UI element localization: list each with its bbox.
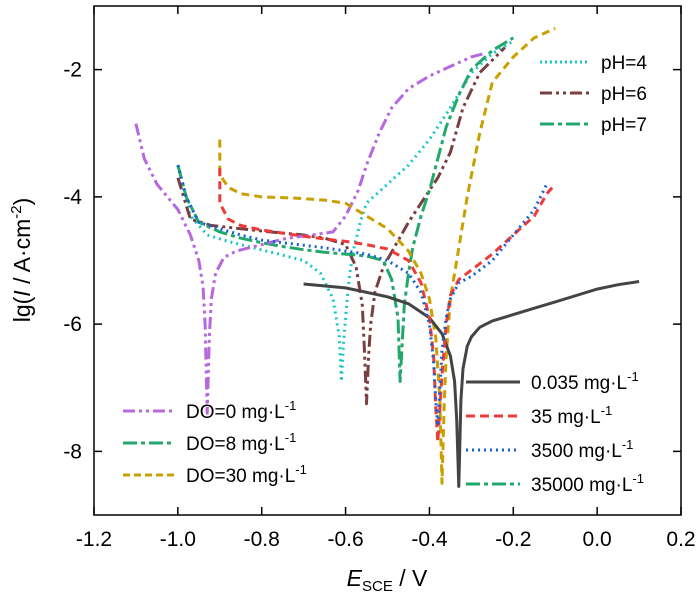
y-tick-label: -4 bbox=[63, 186, 82, 209]
legend-label-c0: 0.035 mg·L-1 bbox=[531, 369, 639, 394]
y-axis-title: lg(I / A·cm-2) bbox=[8, 198, 35, 323]
y-tick-label: -6 bbox=[63, 313, 82, 336]
series-line-do-30-mg-l bbox=[218, 26, 556, 485]
legend-do: DO=0 mg·L-1 DO=8 mg·L-1 DO=30 mg·L-1 bbox=[123, 398, 307, 487]
series-line-ph-4 bbox=[176, 39, 515, 383]
x-tick-label: -0.6 bbox=[327, 528, 363, 551]
x-axis-title: ESCE / V bbox=[347, 565, 428, 595]
legend-ph: pH=4 pH=6 pH=7 bbox=[540, 53, 647, 136]
x-tick-label: -0.8 bbox=[244, 528, 280, 551]
series-line-0-035-mg-l bbox=[303, 280, 640, 488]
series-line-35-mg-l bbox=[218, 168, 557, 444]
legend-label-c35000: 35000 mg·L-1 bbox=[531, 471, 644, 496]
legend-label-ph7: pH=7 bbox=[601, 115, 647, 136]
y-axis-ticks: -8 -6 -4 -2 bbox=[63, 59, 681, 463]
plot-frame bbox=[93, 5, 682, 516]
y-tick-label: -2 bbox=[63, 59, 82, 82]
legend-label-c3500: 3500 mg·L-1 bbox=[531, 437, 633, 462]
x-tick-label: -1.2 bbox=[76, 528, 112, 551]
legend-label-ph4: pH=4 bbox=[601, 53, 647, 74]
x-tick-label: -1.0 bbox=[160, 528, 196, 551]
legend-label-do30: DO=30 mg·L-1 bbox=[186, 462, 307, 487]
legend-label-c35: 35 mg·L-1 bbox=[531, 403, 612, 428]
x-axis-ticks: -1.2 -1.0 -0.8 -0.6 -0.4 -0.2 0.0 0.2 bbox=[76, 6, 696, 551]
legend-label-ph6: pH=6 bbox=[601, 84, 647, 105]
legend-chloride: 0.035 mg·L-1 35 mg·L-1 3500 mg·L-1 35000… bbox=[466, 369, 644, 496]
x-tick-label: -0.4 bbox=[411, 528, 448, 551]
series-line-do-0-mg-l bbox=[134, 52, 485, 415]
series-line-3500-mg-l bbox=[176, 164, 549, 428]
x-tick-label: -0.2 bbox=[495, 528, 531, 551]
curves-layer bbox=[134, 26, 640, 488]
x-tick-label: 0.2 bbox=[666, 528, 695, 551]
x-tick-label: 0.0 bbox=[583, 528, 612, 551]
legend-label-do8: DO=8 mg·L-1 bbox=[186, 430, 296, 455]
legend-label-do0: DO=0 mg·L-1 bbox=[186, 398, 296, 423]
series-line-ph-6 bbox=[176, 46, 506, 406]
y-tick-label: -8 bbox=[63, 440, 82, 463]
series-line-ph-7 bbox=[176, 36, 515, 383]
